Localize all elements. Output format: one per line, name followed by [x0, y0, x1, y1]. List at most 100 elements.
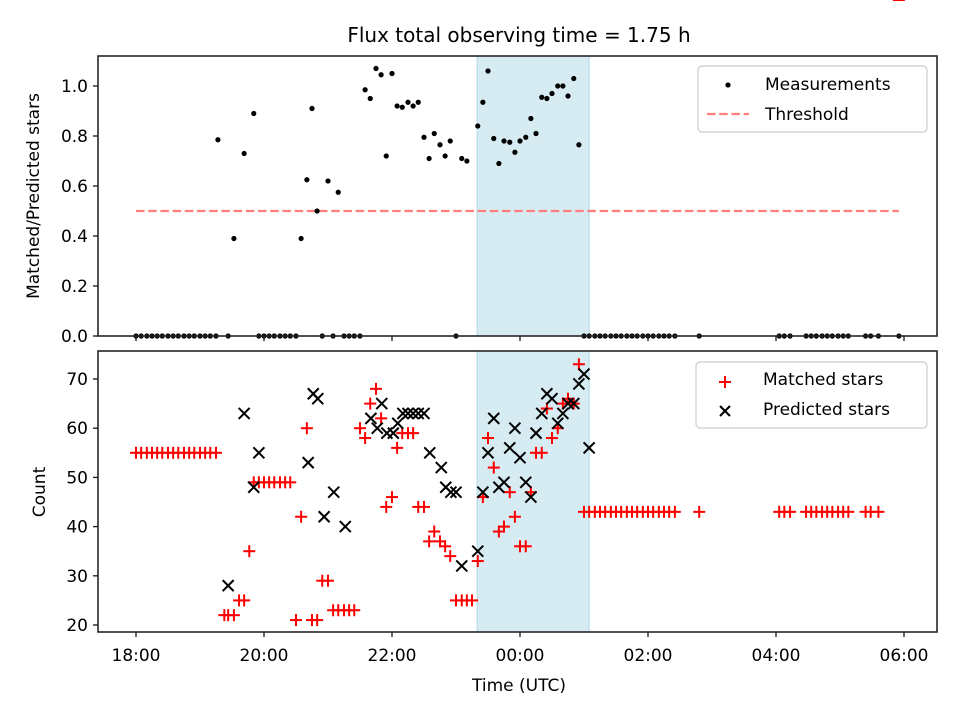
- predicted-star-point: [339, 520, 352, 533]
- xtick-label: 04:00: [752, 646, 801, 666]
- measurement-point: [442, 153, 448, 159]
- xtick-label: 18:00: [112, 646, 161, 666]
- measurement-point: [362, 87, 368, 93]
- xtick-label: 22:00: [368, 646, 417, 666]
- predicted-star-point: [252, 446, 266, 460]
- bottom-ytick-label: 20: [66, 616, 88, 636]
- matched-star-point: [423, 535, 436, 548]
- measurement-point: [421, 134, 427, 140]
- measurement-point: [426, 155, 432, 162]
- top-ytick-label: 0.0: [61, 327, 88, 347]
- predicted-star-point: [387, 426, 400, 440]
- chart-title: Flux total observing time = 1.75 h: [347, 23, 690, 47]
- measurement-point: [399, 104, 405, 110]
- matched-star-point: [482, 432, 494, 445]
- measurement-point: [367, 95, 373, 102]
- legend-label-threshold: Threshold: [764, 105, 849, 125]
- matched-star-point: [370, 382, 382, 395]
- matched-star-point: [295, 510, 308, 523]
- matched-star-point: [428, 525, 441, 538]
- predicted-star-point: [513, 451, 527, 464]
- predicted-star-point: [435, 461, 448, 474]
- matched-star-point: [210, 446, 222, 459]
- measurement-point: [507, 139, 513, 145]
- predicted-star-point: [561, 397, 575, 410]
- measurement-point: [437, 142, 443, 148]
- bottom-xticks: 18:00 20:00 22:00 00:00 02:00 04:00 06:00: [112, 632, 929, 666]
- matched-star-point: [359, 432, 372, 445]
- bottom-ytick-label: 50: [66, 468, 88, 488]
- bottom-axes-frame: [97, 350, 938, 633]
- measurement-point: [459, 155, 465, 162]
- measurement-point: [560, 83, 566, 89]
- predicted-stars-points: [221, 367, 596, 592]
- top-ytick-label: 0.8: [61, 127, 88, 147]
- matched-star-point: [466, 594, 478, 607]
- predicted-star-point: [487, 412, 500, 425]
- measurement-point: [512, 149, 518, 155]
- xtick-label: 02:00: [624, 646, 673, 666]
- predicted-star-point: [417, 407, 431, 420]
- bottom-ytick-label: 40: [66, 518, 88, 538]
- measurement-point: [501, 138, 507, 144]
- measurement-point: [447, 138, 453, 144]
- matched-star-point: [354, 422, 366, 435]
- predicted-star-point: [327, 485, 340, 499]
- predicted-star-point: [247, 481, 260, 494]
- top-ytick-label: 0.4: [61, 227, 88, 247]
- bottom-ytick-label: 60: [66, 419, 88, 439]
- measurement-point: [485, 68, 491, 74]
- top-ytick-label: 1.0: [61, 77, 88, 97]
- bottom-legend: Matched stars Predicted stars: [695, 361, 928, 429]
- predicted-star-point: [455, 559, 468, 573]
- top-xticks: [135, 336, 905, 341]
- measurement-point: [523, 134, 529, 140]
- matched-star-point: [407, 427, 420, 440]
- matched-star-point: [842, 505, 855, 518]
- predicted-star-point: [476, 485, 490, 499]
- predicted-star-point: [524, 490, 538, 504]
- predicted-star-point: [567, 397, 580, 410]
- measurement-point: [571, 75, 577, 82]
- matched-star-point: [284, 476, 297, 489]
- predicted-star-point: [423, 446, 436, 460]
- measurement-point: [555, 83, 561, 89]
- predicted-star-point: [375, 397, 388, 410]
- matched-star-point: [503, 486, 516, 499]
- measurement-point: [480, 99, 486, 105]
- predicted-star-point: [551, 417, 564, 430]
- matched-star-point: [693, 505, 706, 518]
- measurement-point: [544, 95, 550, 102]
- measurement-point: [394, 103, 400, 109]
- predicted-star-point: [529, 426, 543, 440]
- predicted-star-point: [471, 544, 484, 558]
- predicted-star-point: [481, 446, 495, 460]
- measurement-point: [251, 110, 257, 117]
- matched-star-point: [311, 614, 324, 627]
- measurement-point: [475, 123, 481, 129]
- matched-stars-points: [130, 0, 905, 627]
- bottom-panel: 20 30 40 50 60 70 18:00 20:00 22:00 00:00 02:00 04…: [30, 0, 938, 696]
- legend-marker-matched: [719, 376, 731, 388]
- predicted-star-point: [503, 441, 516, 455]
- predicted-star-point: [519, 476, 532, 489]
- bottom-ytick-label: 30: [66, 567, 88, 587]
- matched-star-point: [348, 604, 361, 617]
- matched-star-point: [546, 432, 558, 445]
- top-shaded-interval: [476, 55, 590, 337]
- measurement-point: [533, 130, 539, 137]
- matched-star-point: [471, 555, 484, 568]
- predicted-star-point: [401, 407, 415, 420]
- matched-star-point: [418, 500, 430, 513]
- measurement-point: [431, 130, 437, 137]
- predicted-star-point: [221, 579, 235, 592]
- measurement-point: [383, 153, 389, 159]
- legend-label-predicted: Predicted stars: [763, 400, 890, 420]
- predicted-star-point: [396, 407, 410, 420]
- measurement-point: [405, 99, 411, 105]
- predicted-star-point: [545, 392, 559, 405]
- measurement-point: [539, 94, 545, 100]
- matched-star-point: [784, 505, 797, 518]
- top-axes-frame: [97, 55, 938, 337]
